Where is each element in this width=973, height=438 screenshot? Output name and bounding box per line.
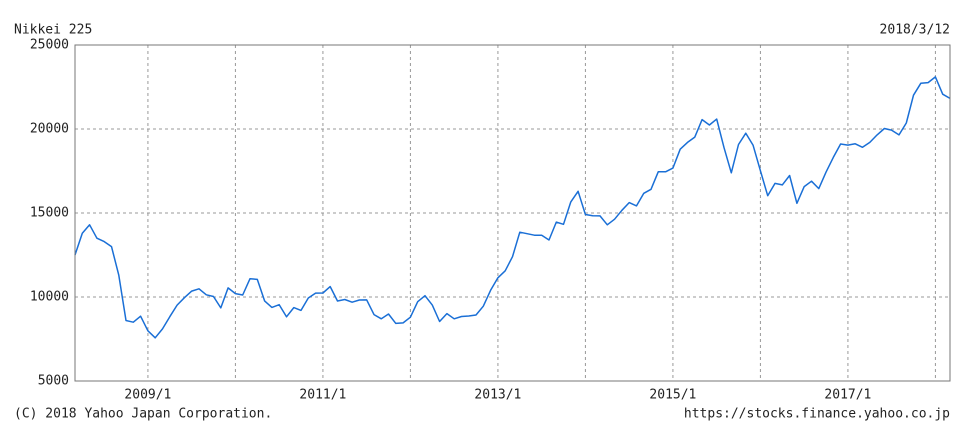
copyright: (C) 2018 Yahoo Japan Corporation. [14, 407, 272, 422]
chart-title: Nikkei 225 [14, 23, 92, 38]
y-tick-label: 25000 [30, 38, 69, 53]
x-tick-label: 2015/1 [649, 388, 696, 403]
x-tick-label: 2011/1 [299, 388, 346, 403]
chart-date: 2018/3/12 [880, 23, 950, 38]
y-tick-label: 15000 [30, 206, 69, 221]
y-tick-label: 10000 [30, 290, 69, 305]
plot-border [74, 44, 951, 382]
price-line [74, 76, 951, 339]
x-tick-label: 2017/1 [824, 388, 871, 403]
y-tick-label: 5000 [38, 374, 69, 389]
y-tick-label: 20000 [30, 122, 69, 137]
source-url: https://stocks.finance.yahoo.co.jp [684, 407, 950, 422]
x-tick-label: 2009/1 [124, 388, 171, 403]
x-tick-label: 2013/1 [474, 388, 521, 403]
